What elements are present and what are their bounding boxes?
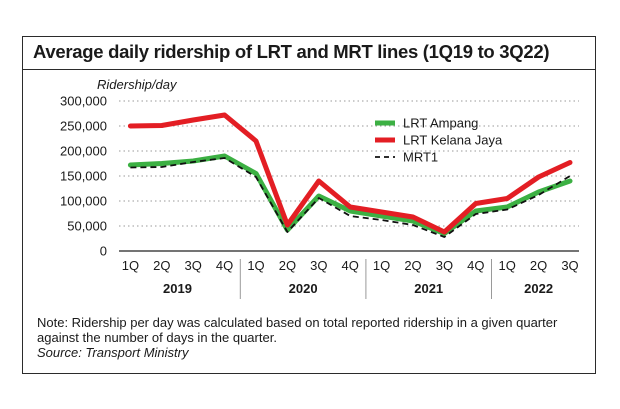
series-line-mrt1: [130, 157, 571, 238]
year-label: 2020: [289, 281, 318, 296]
y-tick-label: 200,000: [60, 144, 107, 159]
legend: LRT Ampang LRT Kelana Jaya MRT1: [375, 116, 503, 165]
x-tick-label: 1Q: [499, 258, 516, 273]
series-line-lrt-kelana-jaya: [127, 112, 573, 235]
x-tick-label: 1Q: [373, 258, 390, 273]
line-chart: Ridership/day 0 50,000 100,000 150,000 200,0…: [60, 77, 579, 299]
year-label: 2021: [414, 281, 443, 296]
y-tick-label: 150,000: [60, 169, 107, 184]
x-tick-label: 2Q: [530, 258, 547, 273]
x-tick-label: 2Q: [404, 258, 421, 273]
x-tick-label: 3Q: [185, 258, 202, 273]
source-text: Source: Transport Ministry: [37, 345, 189, 360]
year-label: 2019: [163, 281, 192, 296]
x-tick-label: 3Q: [436, 258, 453, 273]
y-tick-label: 100,000: [60, 194, 107, 209]
chart-title: Average daily ridership of LRT and MRT l…: [33, 41, 550, 62]
y-tick-label: 250,000: [60, 119, 107, 134]
x-tick-label: 2Q: [153, 258, 170, 273]
x-tick-label: 3Q: [310, 258, 327, 273]
legend-label: MRT1: [403, 150, 438, 165]
x-tick-label: 4Q: [342, 258, 359, 273]
footnote: Note: Ridership per day was calculated b…: [37, 315, 587, 360]
x-tick-label: 4Q: [216, 258, 233, 273]
x-tick-label: 1Q: [247, 258, 264, 273]
x-tick-label: 3Q: [561, 258, 578, 273]
chart-card: Average daily ridership of LRT and MRT l…: [22, 36, 596, 374]
y-tick-labels: 0 50,000 100,000 150,000 200,000 250,000 300,0…: [60, 94, 107, 259]
year-label: 2022: [524, 281, 553, 296]
series-lines: [127, 112, 573, 238]
legend-label: LRT Kelana Jaya: [403, 133, 503, 148]
title-divider: [23, 69, 595, 70]
x-axis: 1Q 2Q 3Q 4Q 1Q 2Q 3Q 4Q 1Q 2Q 3Q 4Q 1Q 2Q 3Q 2019 2020 20…: [122, 258, 579, 299]
grid-lines: [119, 100, 579, 252]
x-tick-label: 1Q: [122, 258, 139, 273]
y-tick-label: 50,000: [67, 219, 107, 234]
note-text: Note: Ridership per day was calculated b…: [37, 315, 558, 345]
series-line-lrt-ampang: [127, 153, 573, 236]
legend-label: LRT Ampang: [403, 116, 478, 131]
x-tick-label: 4Q: [467, 258, 484, 273]
y-tick-label: 300,000: [60, 94, 107, 109]
y-tick-label: 0: [100, 244, 107, 259]
y-axis-title: Ridership/day: [97, 77, 178, 92]
x-tick-label: 2Q: [279, 258, 296, 273]
